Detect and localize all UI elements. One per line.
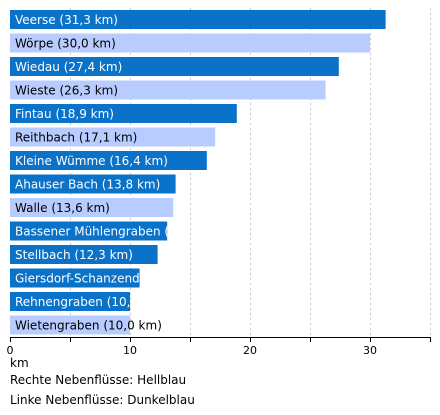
bar: [10, 198, 174, 217]
bar: [10, 127, 216, 147]
bar: [10, 221, 168, 241]
legend-left-tributaries: Linke Nebenflüsse: Dunkelblau: [10, 393, 195, 407]
bar: [10, 245, 158, 264]
bar-label: Veerse (31,3 km): [15, 13, 118, 27]
bar: [10, 104, 237, 123]
bar-label: Wieste (26,3 km): [15, 84, 118, 98]
bar: [10, 33, 370, 53]
x-axis: 0 10 20 30 km: [7, 337, 431, 370]
bar-label: Fintau (18,9 km): [15, 107, 114, 121]
bar-label: Reithbach (17,1 km): [15, 131, 137, 145]
bar: [10, 57, 339, 76]
x-axis-label: km: [10, 356, 29, 370]
bar: [10, 268, 140, 288]
bar-label: Giersdorf-Schanzend: [15, 272, 140, 286]
bar: [10, 151, 207, 170]
bar: [10, 10, 386, 29]
tick-label: 10: [123, 344, 137, 357]
bar-label: Wörpe (30,0 km): [15, 37, 116, 51]
bar-label: Bassener Mühlengraben (: [15, 225, 169, 239]
bar: [10, 292, 130, 311]
bar-label: Wiedau (27,4 km): [15, 60, 122, 74]
bar-label: Rehnengraben (10,0: [15, 295, 138, 309]
bar-label: Walle (13,6 km): [15, 201, 110, 215]
bars: Veerse (31,3 km) Wörpe (30,0 km) Wiedau (2…: [10, 10, 386, 335]
tick-label: 20: [243, 344, 257, 357]
bar: [10, 315, 130, 335]
tributary-length-chart: Veerse (31,3 km) Wörpe (30,0 km) Wiedau (2…: [7, 8, 431, 370]
legend-right-tributaries: Rechte Nebenflüsse: Hellblau: [10, 373, 187, 387]
bar: [10, 80, 326, 100]
bar-label: Wietengraben (10,0 km): [15, 319, 162, 333]
bar-label: Kleine Wümme (16,4 km): [15, 154, 168, 168]
tick-label: 30: [363, 344, 377, 357]
bar: [10, 174, 176, 194]
bar-label: Stellbach (12,3 km): [15, 248, 133, 262]
bar-label: Ahauser Bach (13,8 km): [15, 178, 160, 192]
tick-label: 0: [7, 344, 14, 357]
